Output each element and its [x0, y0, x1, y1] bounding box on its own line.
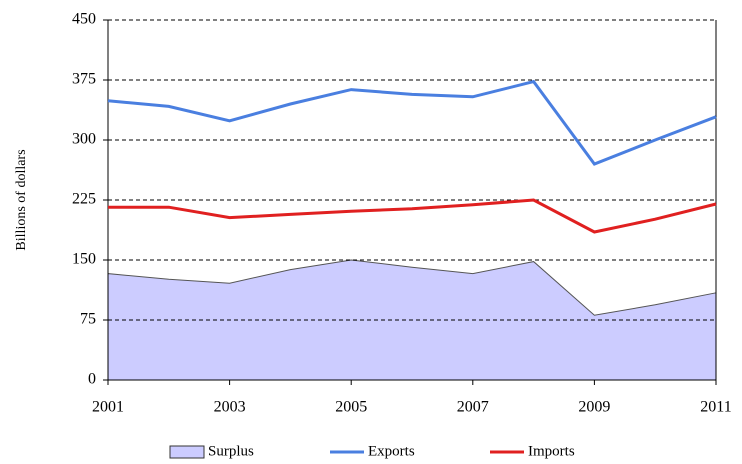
x-tick-label: 2007 [457, 399, 489, 416]
x-tick-label: 2005 [335, 399, 367, 416]
y-tick-label: 0 [88, 371, 96, 388]
legend-label: Surplus [208, 443, 254, 459]
x-tick-label: 2009 [578, 399, 610, 416]
legend-swatch [169, 445, 205, 459]
line [108, 198, 717, 234]
y-tick-label: 75 [80, 311, 96, 328]
legend-label: Exports [368, 443, 415, 459]
y-axis-label: Billions of dollars [14, 149, 29, 250]
y-tick-label: 375 [72, 71, 96, 88]
y-tick-label: 225 [72, 191, 96, 208]
x-tick-label: 2001 [92, 399, 124, 416]
y-tick-label: 150 [72, 251, 96, 268]
y-tick-label: 300 [72, 131, 96, 148]
legend-label: Imports [528, 443, 575, 459]
x-tick-label: 2003 [214, 399, 246, 416]
line [107, 79, 717, 166]
y-tick-label: 450 [72, 11, 96, 28]
x-tick-label: 2011 [700, 399, 731, 416]
